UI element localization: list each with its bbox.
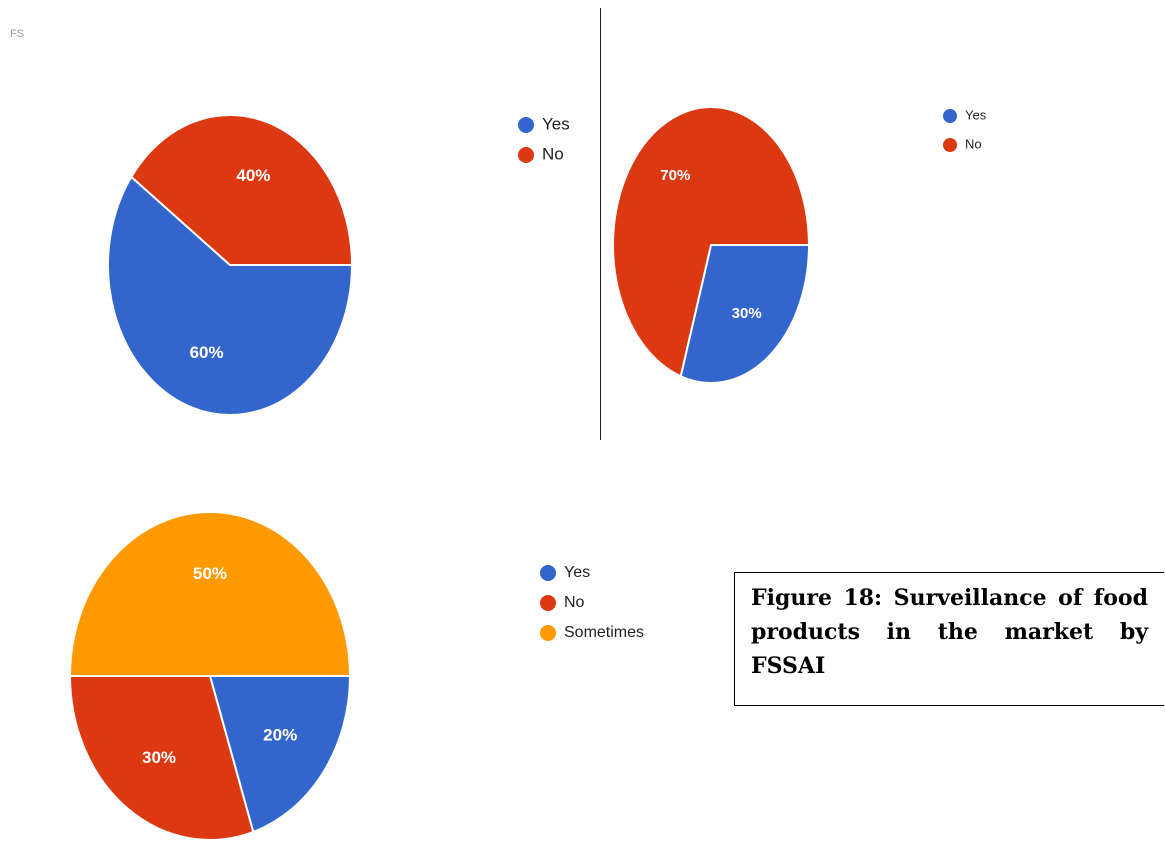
pie1-label-yes: 60% — [190, 343, 224, 362]
pie3-label-yes: 20% — [263, 725, 297, 744]
pie3-legend-marker-yes — [540, 565, 556, 581]
pie1-slice-no — [130, 114, 354, 266]
pie3-legend-marker-no — [540, 595, 556, 611]
pie3-slice-sometimes — [68, 511, 352, 677]
pie1-legend-label-no: No — [542, 144, 564, 163]
pie3-legend-label-sometimes: Sometimes — [564, 624, 644, 641]
pie2-slice-no — [612, 106, 811, 378]
pie3-label-sometimes: 50% — [193, 564, 227, 583]
pie1-label-no: 40% — [236, 166, 270, 185]
pie3-slice-yes — [208, 675, 352, 834]
figure-caption: Figure 18: Surveillance of food products… — [734, 572, 1164, 706]
pie2-legend-label-yes: Yes — [965, 107, 987, 122]
pie2-legend-marker-no — [943, 138, 957, 152]
pie2-legend-marker-yes — [943, 109, 957, 123]
pie2-label-no: 70% — [660, 167, 690, 184]
vertical-divider — [600, 8, 601, 440]
pie1-slice-yes — [107, 175, 354, 416]
pie3-slice-no — [68, 675, 255, 841]
pie3-legend-marker-sometimes — [540, 625, 556, 641]
pie3-legend-label-yes: Yes — [564, 564, 590, 581]
corner-mark: FS — [10, 28, 25, 40]
pie2-legend-label-no: No — [965, 136, 982, 151]
pie3-label-no: 30% — [142, 748, 176, 767]
pie1-legend-marker-no — [518, 147, 534, 163]
pie2-label-yes: 30% — [732, 305, 762, 322]
pie1-legend-marker-yes — [518, 117, 534, 133]
pie3-legend-label-no: No — [564, 594, 585, 611]
pie2-slice-yes — [679, 244, 811, 384]
pie1-legend-label-yes: Yes — [542, 114, 570, 133]
